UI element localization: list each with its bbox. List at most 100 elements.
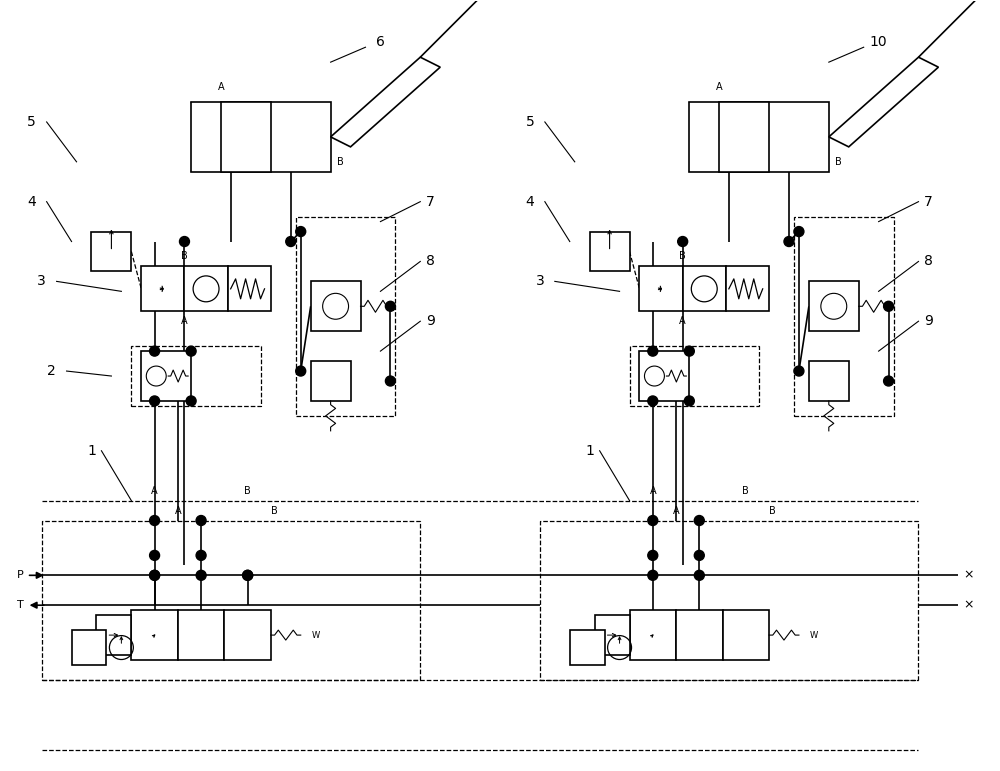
Circle shape bbox=[385, 376, 395, 386]
Circle shape bbox=[243, 571, 253, 581]
Bar bbox=[639, 351, 689, 401]
Bar bbox=[595, 615, 630, 655]
Text: W: W bbox=[312, 631, 320, 640]
Text: 7: 7 bbox=[924, 194, 933, 209]
Text: B: B bbox=[244, 486, 251, 496]
Bar bbox=[540, 520, 918, 680]
Bar bbox=[72, 630, 106, 665]
Circle shape bbox=[648, 516, 658, 526]
Circle shape bbox=[784, 237, 794, 247]
Bar bbox=[224, 610, 271, 660]
Bar bbox=[141, 267, 184, 311]
Text: A: A bbox=[218, 82, 224, 92]
Circle shape bbox=[794, 366, 804, 376]
Bar bbox=[221, 102, 271, 172]
Bar bbox=[296, 217, 395, 416]
Circle shape bbox=[286, 237, 296, 247]
Circle shape bbox=[150, 550, 160, 561]
Circle shape bbox=[694, 516, 704, 526]
Bar bbox=[809, 361, 849, 401]
Bar bbox=[689, 102, 829, 172]
Circle shape bbox=[385, 301, 395, 311]
Bar bbox=[570, 630, 605, 665]
Text: B: B bbox=[835, 157, 842, 167]
Circle shape bbox=[196, 571, 206, 581]
Circle shape bbox=[150, 396, 160, 406]
Text: 5: 5 bbox=[526, 115, 534, 129]
Text: 9: 9 bbox=[924, 315, 933, 328]
Circle shape bbox=[196, 516, 206, 526]
Text: 4: 4 bbox=[526, 194, 534, 209]
Text: B: B bbox=[742, 486, 749, 496]
Bar bbox=[639, 267, 683, 311]
Circle shape bbox=[694, 550, 704, 561]
Text: A: A bbox=[679, 316, 686, 326]
Bar bbox=[794, 217, 894, 416]
Bar bbox=[42, 520, 420, 680]
Bar bbox=[141, 351, 191, 401]
Text: 1: 1 bbox=[87, 444, 96, 458]
Bar bbox=[131, 346, 261, 406]
Bar bbox=[683, 267, 726, 311]
Bar bbox=[131, 610, 178, 660]
Bar bbox=[228, 267, 271, 311]
Circle shape bbox=[186, 396, 196, 406]
Text: B: B bbox=[181, 251, 188, 261]
Polygon shape bbox=[829, 57, 938, 146]
Circle shape bbox=[186, 346, 196, 356]
Circle shape bbox=[648, 396, 658, 406]
Text: P: P bbox=[17, 571, 24, 581]
Bar bbox=[311, 281, 361, 332]
Circle shape bbox=[648, 571, 658, 581]
Circle shape bbox=[794, 227, 804, 237]
Circle shape bbox=[684, 346, 694, 356]
Text: A: A bbox=[175, 506, 181, 516]
Bar bbox=[630, 610, 676, 660]
Text: 1: 1 bbox=[585, 444, 594, 458]
Text: 2: 2 bbox=[47, 364, 56, 378]
Polygon shape bbox=[331, 57, 440, 146]
Text: ×: × bbox=[963, 599, 974, 611]
Text: B: B bbox=[271, 506, 278, 516]
Bar bbox=[723, 610, 769, 660]
Text: W: W bbox=[810, 631, 818, 640]
Circle shape bbox=[150, 571, 160, 581]
Circle shape bbox=[884, 301, 894, 311]
Text: ×: × bbox=[963, 569, 974, 582]
Text: T: T bbox=[17, 600, 24, 610]
Text: 6: 6 bbox=[376, 35, 385, 49]
Circle shape bbox=[648, 346, 658, 356]
Text: A: A bbox=[181, 316, 188, 326]
Circle shape bbox=[296, 366, 306, 376]
Text: A: A bbox=[673, 506, 679, 516]
Text: 4: 4 bbox=[27, 194, 36, 209]
Bar bbox=[719, 102, 769, 172]
Bar bbox=[91, 231, 131, 271]
Text: A: A bbox=[649, 486, 656, 496]
Circle shape bbox=[694, 571, 704, 581]
Bar bbox=[630, 346, 759, 406]
Circle shape bbox=[296, 227, 306, 237]
Bar bbox=[191, 102, 331, 172]
Text: 7: 7 bbox=[426, 194, 435, 209]
Bar bbox=[726, 267, 769, 311]
Bar bbox=[590, 231, 630, 271]
Text: 3: 3 bbox=[535, 274, 544, 288]
Text: 10: 10 bbox=[870, 35, 887, 49]
Text: 8: 8 bbox=[924, 254, 933, 268]
Text: 9: 9 bbox=[426, 315, 435, 328]
Text: A: A bbox=[151, 486, 158, 496]
Bar bbox=[311, 361, 351, 401]
Text: A: A bbox=[716, 82, 723, 92]
Circle shape bbox=[150, 571, 160, 581]
Bar bbox=[676, 610, 723, 660]
Circle shape bbox=[196, 550, 206, 561]
Text: B: B bbox=[337, 157, 344, 167]
Text: B: B bbox=[679, 251, 686, 261]
Circle shape bbox=[648, 550, 658, 561]
Circle shape bbox=[884, 376, 894, 386]
Bar bbox=[809, 281, 859, 332]
Text: 8: 8 bbox=[426, 254, 435, 268]
Circle shape bbox=[150, 346, 160, 356]
Bar bbox=[96, 615, 131, 655]
